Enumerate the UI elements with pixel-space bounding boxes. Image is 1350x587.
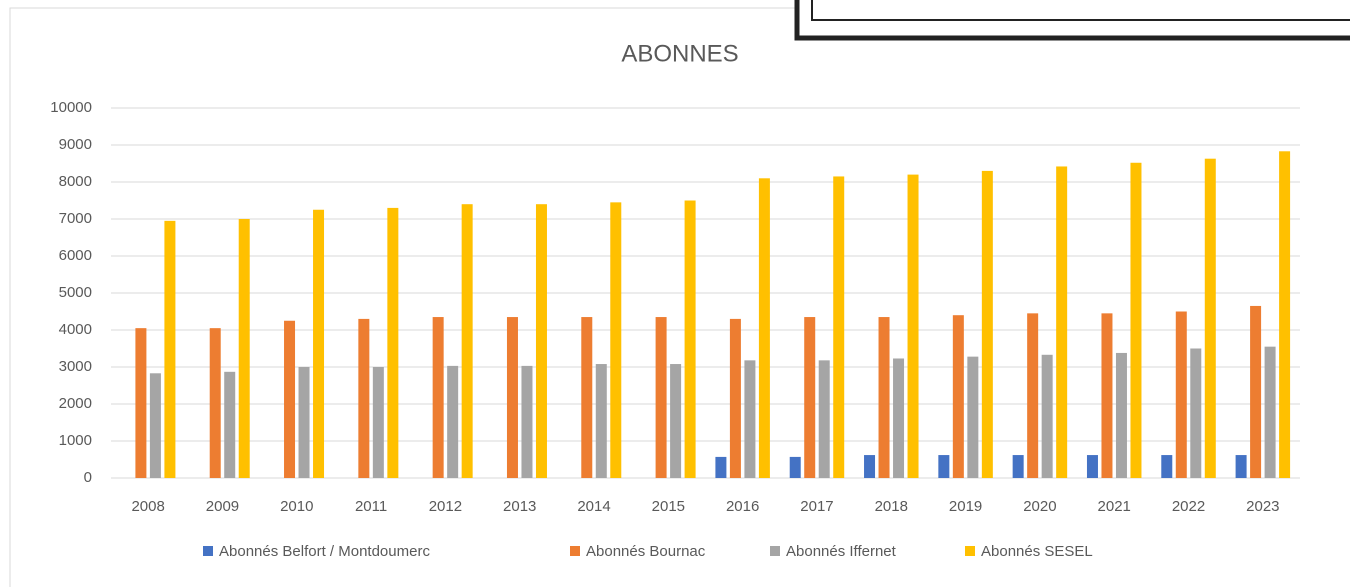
- x-tick-label: 2011: [355, 498, 387, 515]
- bar: [1235, 455, 1247, 478]
- bar: [506, 317, 518, 478]
- x-tick-label: 2009: [206, 498, 239, 515]
- bar: [447, 365, 459, 478]
- legend-swatch: [570, 546, 580, 556]
- x-tick-label: 2014: [577, 498, 610, 515]
- bar: [893, 358, 905, 478]
- bar: [1012, 455, 1024, 478]
- legend-label: Abonnés SESEL: [981, 543, 1093, 560]
- bar: [818, 360, 830, 478]
- y-tick-label: 2000: [59, 395, 92, 412]
- bar: [1190, 348, 1202, 478]
- bar: [938, 455, 950, 478]
- bar: [224, 371, 236, 478]
- bar: [1130, 162, 1142, 478]
- bar: [1204, 158, 1216, 478]
- y-tick-label: 5000: [59, 284, 92, 301]
- bar: [1027, 313, 1039, 478]
- bar: [1041, 354, 1053, 478]
- y-tick-label: 0: [84, 469, 92, 486]
- chart-title: ABONNES: [621, 40, 738, 67]
- y-tick-label: 3000: [59, 358, 92, 375]
- x-tick-label: 2021: [1098, 498, 1131, 515]
- bar: [758, 178, 770, 479]
- bar: [1161, 455, 1173, 478]
- legend-label: Abonnés Belfort / Montdoumerc: [219, 543, 430, 560]
- x-tick-label: 2008: [131, 498, 164, 515]
- bar: [715, 456, 727, 478]
- legend-swatch: [770, 546, 780, 556]
- bar: [864, 455, 876, 478]
- y-tick-label: 9000: [59, 136, 92, 153]
- y-tick-label: 8000: [59, 173, 92, 190]
- x-tick-label: 2020: [1023, 498, 1056, 515]
- legend-label: Abonnés Bournac: [586, 543, 706, 560]
- legend-swatch: [965, 546, 975, 556]
- x-tick-label: 2019: [949, 498, 982, 515]
- x-tick-label: 2017: [800, 498, 833, 515]
- chart-frame: [9, 7, 1350, 587]
- bar: [981, 170, 993, 478]
- legend-swatch: [203, 546, 213, 556]
- x-tick-label: 2010: [280, 498, 313, 515]
- bar: [135, 328, 147, 478]
- bar: [1264, 346, 1276, 478]
- legend-label: Abonnés Iffernet: [786, 543, 897, 560]
- bar: [164, 220, 176, 478]
- bar: [833, 176, 845, 478]
- bar: [284, 320, 296, 478]
- bar: [789, 456, 801, 478]
- bar: [655, 317, 667, 478]
- bar: [1279, 151, 1291, 479]
- bar: [313, 209, 325, 478]
- bar: [1175, 311, 1187, 478]
- y-tick-label: 6000: [59, 247, 92, 264]
- y-tick-label: 4000: [59, 321, 92, 338]
- bar: [729, 318, 741, 478]
- bar: [952, 315, 964, 478]
- x-tick-label: 2023: [1246, 498, 1279, 515]
- bar: [1250, 305, 1262, 478]
- y-tick-label: 1000: [59, 432, 92, 449]
- bar: [670, 364, 682, 478]
- x-tick-label: 2022: [1172, 498, 1205, 515]
- bar: [595, 364, 607, 478]
- bar: [149, 373, 161, 478]
- bar: [967, 356, 979, 478]
- bar: [209, 328, 221, 478]
- bar: [907, 174, 919, 478]
- bar: [535, 204, 547, 478]
- bar: [238, 219, 250, 478]
- x-tick-label: 2012: [429, 498, 462, 515]
- bar: [461, 204, 473, 478]
- bar: [804, 317, 816, 478]
- bar: [298, 367, 310, 478]
- y-tick-label: 7000: [59, 210, 92, 227]
- bar: [432, 317, 444, 478]
- bar: [358, 318, 370, 478]
- bar: [387, 207, 399, 478]
- bar: [744, 360, 756, 478]
- x-tick-label: 2015: [652, 498, 685, 515]
- bar: [684, 200, 696, 478]
- overlay-box: [794, 0, 1350, 41]
- bar: [521, 365, 533, 478]
- bar: [610, 202, 622, 478]
- bar: [372, 367, 384, 478]
- x-tick-label: 2018: [875, 498, 908, 515]
- x-tick-label: 2013: [503, 498, 536, 515]
- bar: [581, 317, 593, 478]
- y-tick-label: 10000: [50, 99, 92, 116]
- bar: [878, 317, 890, 478]
- bar: [1115, 352, 1127, 478]
- x-tick-label: 2016: [726, 498, 759, 515]
- bar: [1056, 166, 1068, 478]
- bar: [1086, 455, 1098, 478]
- bar: [1101, 313, 1113, 478]
